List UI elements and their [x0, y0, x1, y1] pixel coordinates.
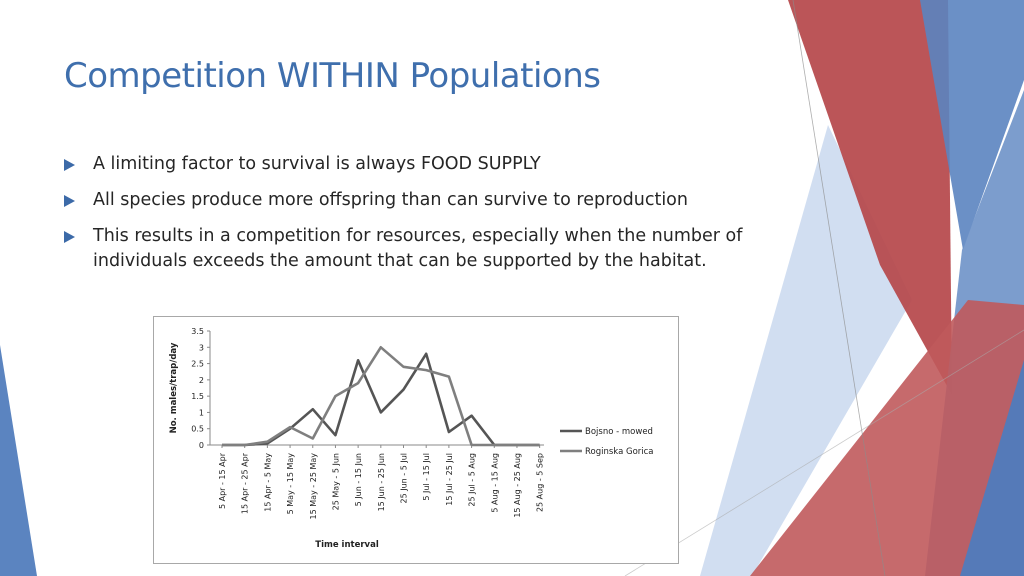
line-chart: 0 0.5 1 1.5 2 2.5 3 3.5 5 Apr - 15 Apr 15 Apr - 2… [153, 316, 679, 564]
triangle-right-icon [64, 159, 75, 171]
y-tick-label: 1.5 [191, 392, 204, 401]
bullet-item: A limiting factor to survival is always … [64, 152, 764, 177]
x-tick-label: 5 Jul - 15 Jul [422, 453, 431, 501]
deco-left-blue-sliver [0, 345, 37, 576]
deco-blue-band-top [920, 0, 1024, 250]
x-tick-label: 25 Aug - 5 Sep [536, 453, 545, 512]
deco-blue-band-bottom [960, 360, 1024, 576]
x-tick-label: 15 May - 25 May [309, 453, 318, 520]
deco-thin-line-2 [624, 329, 1024, 576]
x-tick-label: 25 May - 5 Jun [331, 453, 340, 510]
slide-title: Competition WITHIN Populations [64, 56, 601, 96]
x-tick-label: 5 Aug - 15 Aug [490, 453, 499, 513]
bullet-list: A limiting factor to survival is always … [64, 152, 764, 285]
deco-red-band-bottom [750, 300, 1024, 576]
y-axis-title: No. males/trap/day [169, 342, 179, 433]
y-tick-label: 3 [199, 343, 204, 352]
bullet-text: This results in a competition for resour… [93, 226, 743, 271]
x-tick-label: 15 Apr - 5 May [263, 453, 272, 512]
y-tick-label: 3.5 [191, 327, 204, 336]
bullet-text: A limiting factor to survival is always … [93, 154, 541, 174]
bullet-item: All species produce more offspring than … [64, 188, 764, 213]
deco-thin-line [792, 0, 886, 576]
bullet-item: This results in a competition for resour… [64, 224, 764, 274]
series-line-0 [222, 352, 540, 447]
triangle-right-icon [64, 231, 75, 243]
x-tick-label: 25 Jun - 5 Jul [400, 453, 409, 503]
x-axis-title: Time interval [315, 540, 379, 550]
x-tick-label: 5 Apr - 15 Apr [218, 452, 227, 509]
x-tick-label: 15 Apr - 25 Apr [241, 452, 250, 514]
y-tick-label: 1 [199, 408, 204, 417]
chart-canvas: 0 0.5 1 1.5 2 2.5 3 3.5 5 Apr - 15 Apr 15 Apr - 2… [169, 327, 654, 550]
x-tick-label: 25 Jul - 5 Aug [468, 453, 477, 507]
y-tick-label: 0 [199, 441, 204, 450]
y-tick-label: 2 [199, 376, 204, 385]
deco-light-blue-shard [700, 125, 912, 576]
bullet-text: All species produce more offspring than … [93, 190, 688, 210]
series-line-1 [222, 345, 540, 447]
legend-label-1: Roginska Gorica [585, 447, 654, 457]
y-tick-label: 2.5 [191, 360, 204, 369]
deco-red-band-top [788, 0, 952, 395]
x-tick-label: 15 Jun - 25 Jun [377, 453, 386, 511]
x-tick-label: 5 May - 15 May [286, 453, 295, 515]
triangle-right-icon [64, 195, 75, 207]
x-tick-label: 15 Jul - 25 Jul [445, 453, 454, 506]
x-tick-label: 5 Jun - 15 Jun [354, 453, 363, 506]
legend-label-0: Bojsno - mowed [585, 427, 653, 437]
y-tick-label: 0.5 [191, 425, 204, 434]
x-tick-label: 15 Aug - 25 Aug [513, 453, 522, 518]
